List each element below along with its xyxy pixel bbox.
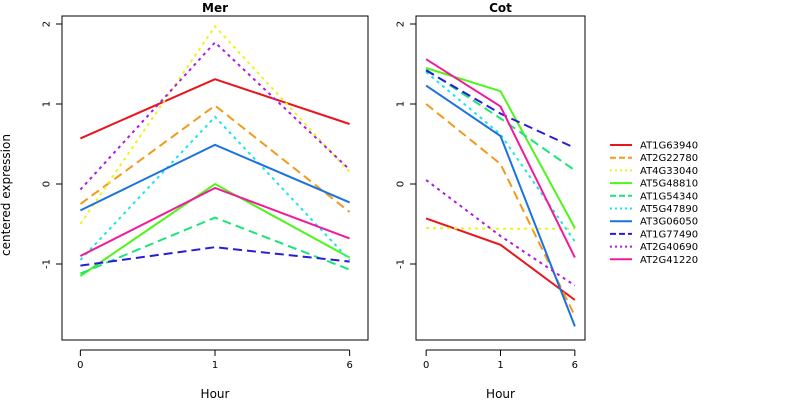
series-line-at5g47890 bbox=[79, 115, 351, 261]
series-line-at5g48810 bbox=[79, 182, 351, 277]
y-tick-label: -1 bbox=[396, 259, 407, 269]
plot-frame bbox=[61, 15, 369, 341]
y-tick-label: 0 bbox=[42, 181, 53, 187]
legend-label: AT2G41220 bbox=[640, 255, 698, 266]
panel-1: Cot -1 0 1 2 0 1 6 Hour bbox=[396, 1, 586, 400]
y-tick-label: 2 bbox=[42, 21, 53, 27]
series-line-at4g33040 bbox=[79, 24, 351, 225]
panel-0: Mer -1 0 1 2 0 1 6 Hour bbox=[42, 1, 369, 400]
legend-label: AT2G40690 bbox=[640, 242, 698, 253]
legend-label: AT2G22780 bbox=[640, 153, 698, 164]
x-axis-label: Hour bbox=[486, 387, 515, 400]
legend-label: AT1G63940 bbox=[640, 141, 698, 152]
series-line-at2g41220 bbox=[79, 186, 350, 257]
legend-label: AT5G48810 bbox=[640, 179, 698, 190]
series-line-at5g47890 bbox=[425, 71, 576, 243]
series-line-at1g77490 bbox=[425, 69, 576, 149]
x-axis-label: Hour bbox=[201, 387, 230, 400]
y-tick-label: 1 bbox=[396, 101, 407, 107]
x-tick-label: 6 bbox=[346, 360, 352, 371]
legend-label: AT5G47890 bbox=[640, 204, 698, 215]
y-tick-label: 1 bbox=[42, 101, 53, 107]
x-tick-label: 1 bbox=[497, 360, 503, 371]
series-line-at3g06050 bbox=[79, 143, 350, 212]
series-line-at4g33040 bbox=[426, 227, 575, 230]
x-tick-label: 6 bbox=[572, 360, 578, 371]
legend-label: AT3G06050 bbox=[640, 217, 698, 228]
legend-label: AT1G54340 bbox=[640, 191, 698, 202]
series-line-at2g40690 bbox=[79, 40, 351, 191]
series-line-at2g22780 bbox=[79, 104, 351, 213]
panels: Mer -1 0 1 2 0 1 6 Hour Cot -1 0 1 2 0 1 6 Hour bbox=[42, 1, 586, 400]
plot-frame bbox=[415, 15, 586, 341]
x-tick-label: 0 bbox=[77, 360, 83, 371]
legend-label: AT1G77490 bbox=[640, 229, 698, 240]
y-tick-label: -1 bbox=[42, 259, 53, 269]
x-tick-label: 1 bbox=[212, 360, 218, 371]
panel-title: Mer bbox=[202, 1, 228, 15]
series-line-at2g22780 bbox=[425, 103, 576, 317]
x-tick-label: 0 bbox=[423, 360, 429, 371]
legend-label: AT4G33040 bbox=[640, 166, 698, 177]
series-line-at1g77490 bbox=[80, 246, 350, 267]
series-line-at1g63940 bbox=[425, 217, 576, 301]
series-line-at1g63940 bbox=[79, 78, 350, 140]
y-tick-label: 0 bbox=[396, 181, 407, 187]
series-line-at2g41220 bbox=[425, 58, 576, 259]
series-line-at3g06050 bbox=[425, 84, 576, 327]
y-axis-label: centered expression bbox=[0, 134, 13, 256]
legend: AT1G63940AT2G22780AT4G33040AT5G48810AT1G… bbox=[610, 141, 698, 266]
panel-title: Cot bbox=[489, 1, 512, 15]
series-line-at1g54340 bbox=[80, 216, 350, 275]
series-line-at1g54340 bbox=[425, 68, 576, 172]
y-tick-label: 2 bbox=[396, 21, 407, 27]
series-line-at2g40690 bbox=[425, 179, 576, 287]
